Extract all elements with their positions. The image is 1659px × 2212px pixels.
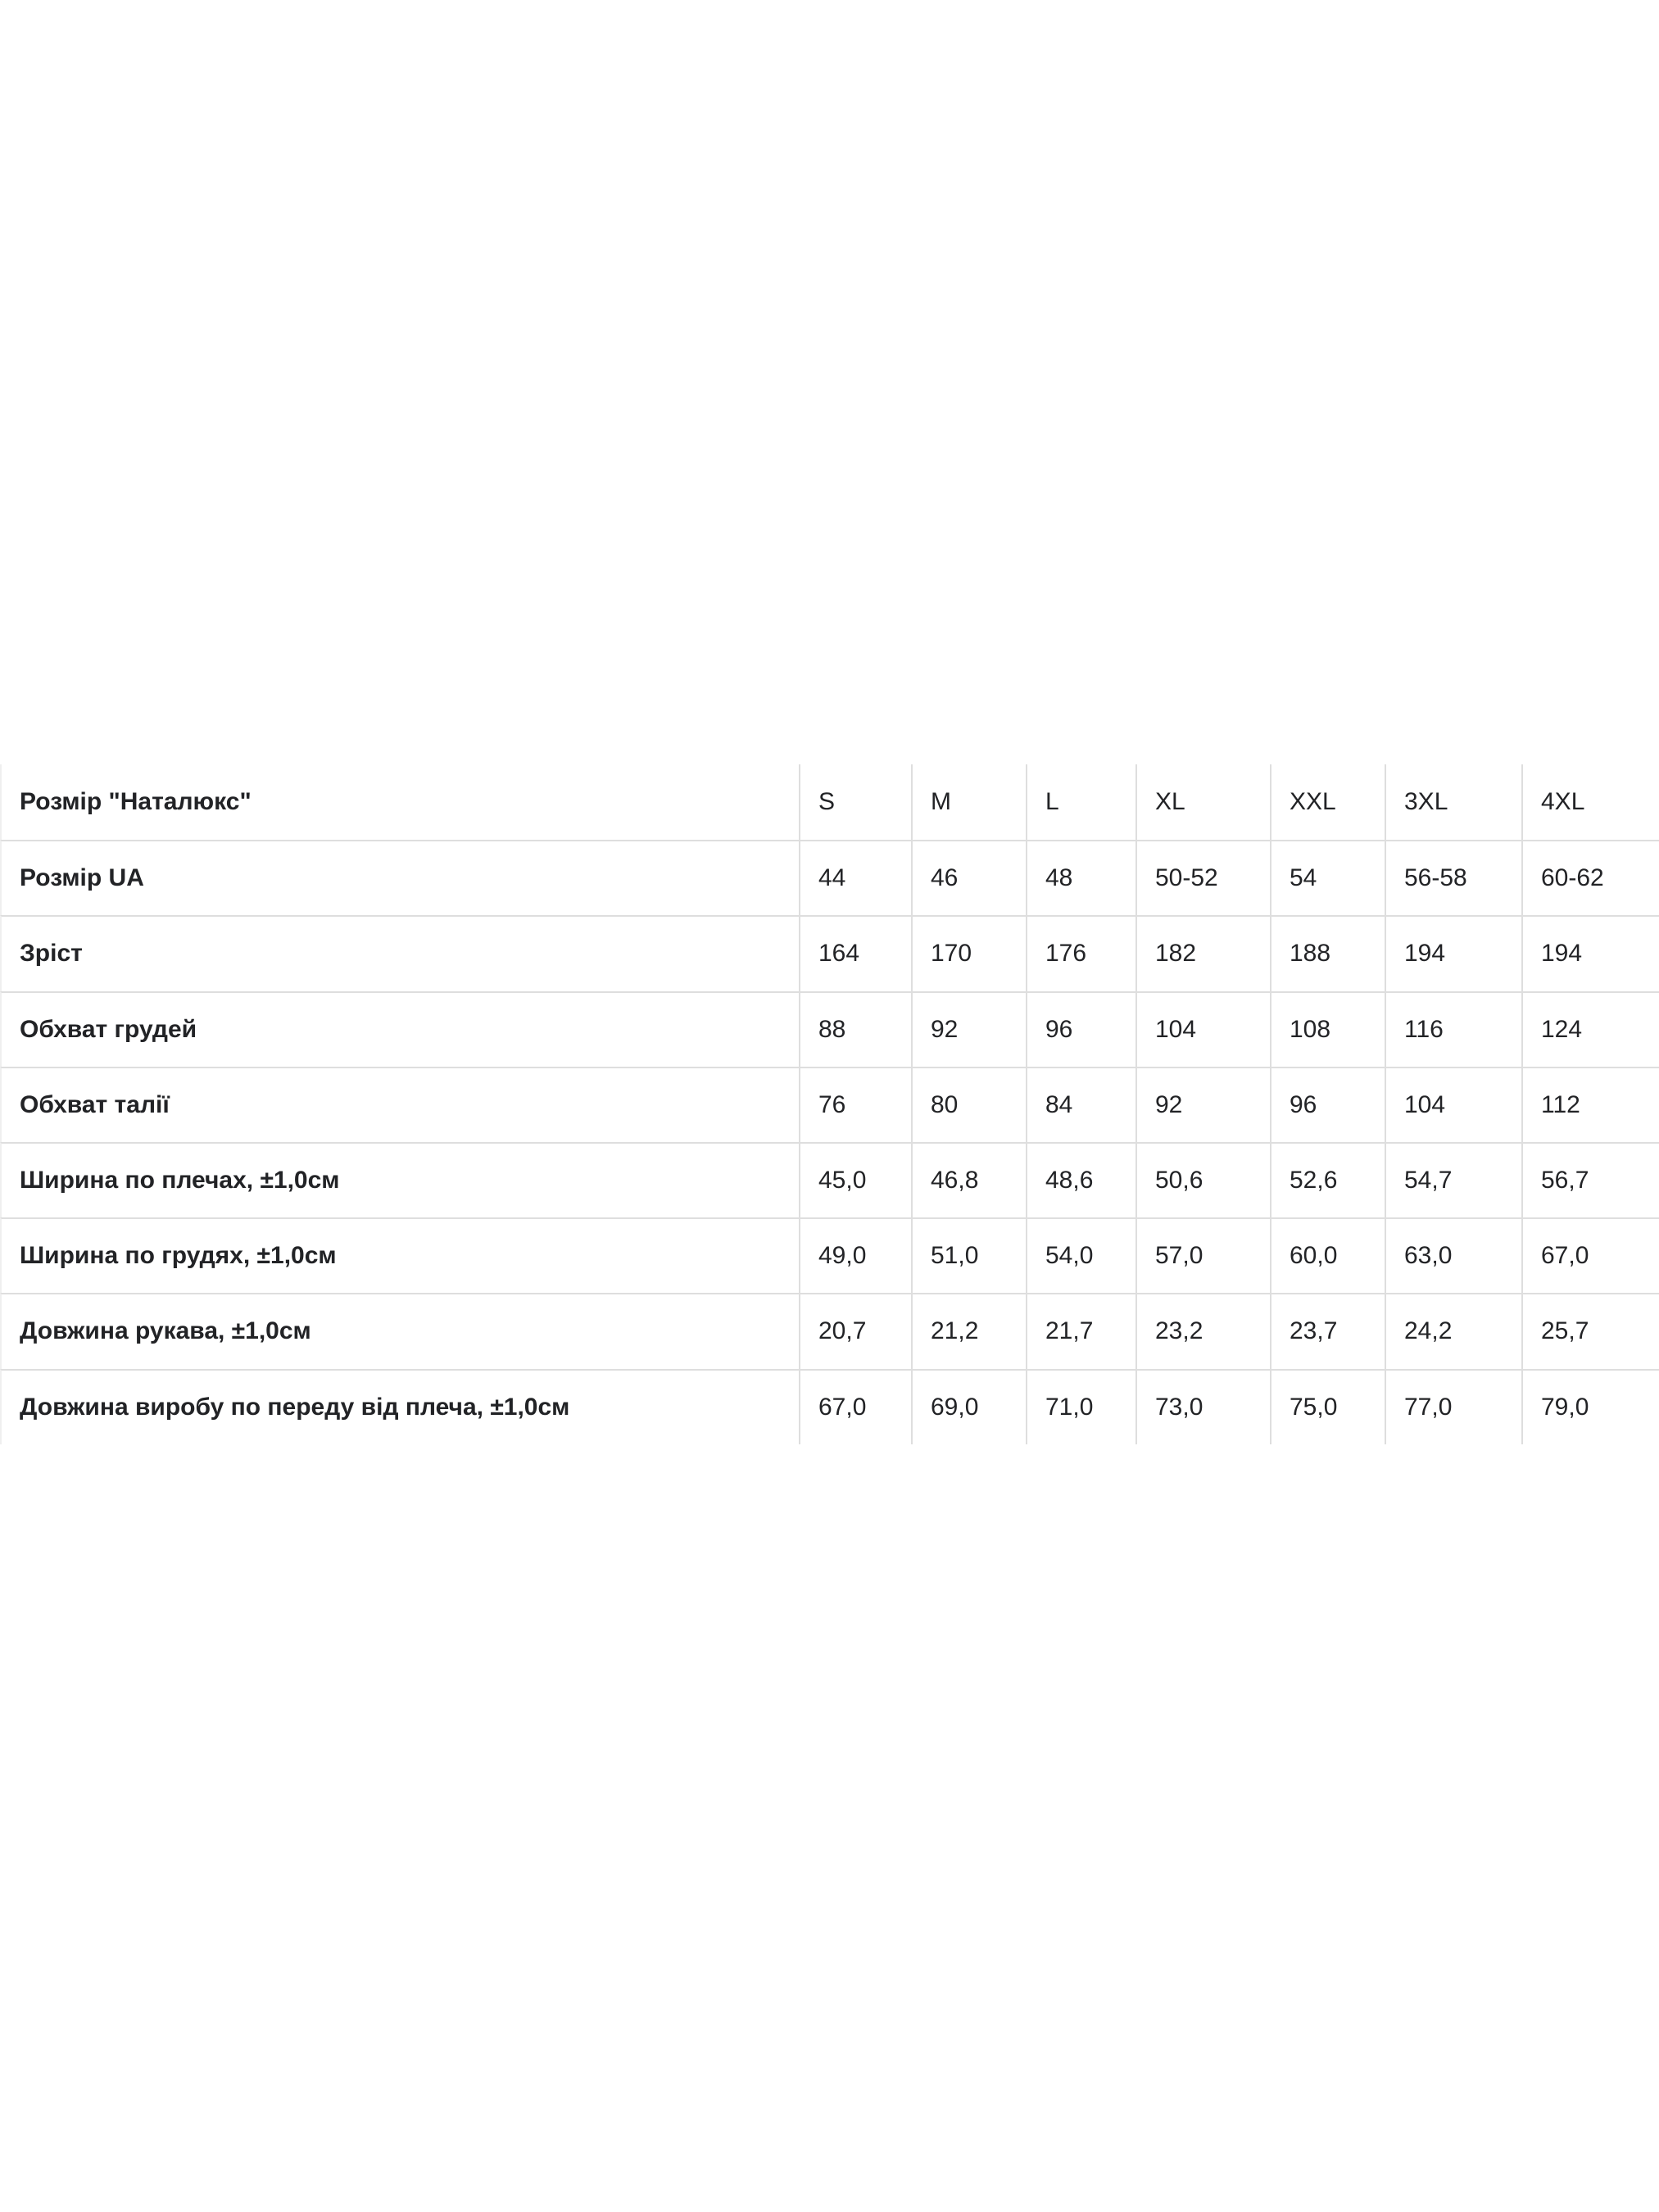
table-cell: 84 (1026, 1066, 1135, 1142)
size-column-header: 4XL (1521, 764, 1659, 841)
table-cell: 194 (1385, 915, 1521, 991)
table-cell: 77,0 (1385, 1368, 1521, 1444)
table-cell: 182 (1135, 915, 1270, 991)
table-cell: 23,2 (1135, 1293, 1270, 1369)
table-cell: 75,0 (1270, 1368, 1385, 1444)
table-cell: 48,6 (1026, 1141, 1135, 1218)
table-cell: 44 (799, 840, 911, 916)
table-cell: 24,2 (1385, 1293, 1521, 1369)
table-cell: 60-62 (1521, 840, 1659, 916)
table-cell: 164 (799, 915, 911, 991)
table-cell: 96 (1026, 990, 1135, 1067)
table-cell: 116 (1385, 990, 1521, 1067)
table-cell: 56-58 (1385, 840, 1521, 916)
table-cell: 69,0 (911, 1368, 1026, 1444)
row-label: Обхват грудей (0, 990, 799, 1067)
table-cell: 92 (911, 990, 1026, 1067)
row-label: Довжина рукава, ±1,0см (0, 1293, 799, 1369)
table-cell: 92 (1135, 1066, 1270, 1142)
size-column-header: 3XL (1385, 764, 1521, 841)
table-cell: 25,7 (1521, 1293, 1659, 1369)
table-cell: 188 (1270, 915, 1385, 991)
table-cell: 73,0 (1135, 1368, 1270, 1444)
table-cell: 104 (1135, 990, 1270, 1067)
table-cell: 23,7 (1270, 1293, 1385, 1369)
row-label: Розмір UA (0, 840, 799, 916)
table-cell: 176 (1026, 915, 1135, 991)
row-label: Зріст (0, 915, 799, 991)
table-cell: 88 (799, 990, 911, 1067)
row-label: Обхват талії (0, 1066, 799, 1142)
table-cell: 21,2 (911, 1293, 1026, 1369)
size-chart-table: Розмір "Наталюкс" S M L XL XXL 3XL 4XL Розмір UA… (0, 764, 1659, 1444)
size-column-header: M (911, 764, 1026, 841)
table-cell: 54,7 (1385, 1141, 1521, 1218)
table-cell: 52,6 (1270, 1141, 1385, 1218)
size-column-header: L (1026, 764, 1135, 841)
table-cell: 49,0 (799, 1217, 911, 1294)
table-cell: 54,0 (1026, 1217, 1135, 1294)
table-cell: 112 (1521, 1066, 1659, 1142)
table-cell: 194 (1521, 915, 1659, 991)
table-cell: 96 (1270, 1066, 1385, 1142)
table-cell: 56,7 (1521, 1141, 1659, 1218)
table-cell: 50,6 (1135, 1141, 1270, 1218)
table-cell: 48 (1026, 840, 1135, 916)
table-cell: 51,0 (911, 1217, 1026, 1294)
table-cell: 46 (911, 840, 1026, 916)
table-cell: 170 (911, 915, 1026, 991)
table-cell: 60,0 (1270, 1217, 1385, 1294)
row-label: Розмір "Наталюкс" (0, 764, 799, 841)
table-cell: 20,7 (799, 1293, 911, 1369)
table-cell: 76 (799, 1066, 911, 1142)
table-cell: 63,0 (1385, 1217, 1521, 1294)
table-cell: 57,0 (1135, 1217, 1270, 1294)
table-cell: 79,0 (1521, 1368, 1659, 1444)
size-column-header: S (799, 764, 911, 841)
table-cell: 104 (1385, 1066, 1521, 1142)
table-cell: 50-52 (1135, 840, 1270, 916)
table-cell: 71,0 (1026, 1368, 1135, 1444)
size-column-header: XXL (1270, 764, 1385, 841)
table-cell: 80 (911, 1066, 1026, 1142)
size-column-header: XL (1135, 764, 1270, 841)
table-cell: 21,7 (1026, 1293, 1135, 1369)
table-cell: 45,0 (799, 1141, 911, 1218)
row-label: Довжина виробу по переду від плеча, ±1,0… (0, 1368, 799, 1444)
table-cell: 108 (1270, 990, 1385, 1067)
table-cell: 54 (1270, 840, 1385, 916)
row-label: Ширина по плечах, ±1,0см (0, 1141, 799, 1218)
table-cell: 46,8 (911, 1141, 1026, 1218)
table-cell: 124 (1521, 990, 1659, 1067)
row-label: Ширина по грудях, ±1,0см (0, 1217, 799, 1294)
table-cell: 67,0 (799, 1368, 911, 1444)
table-cell: 67,0 (1521, 1217, 1659, 1294)
